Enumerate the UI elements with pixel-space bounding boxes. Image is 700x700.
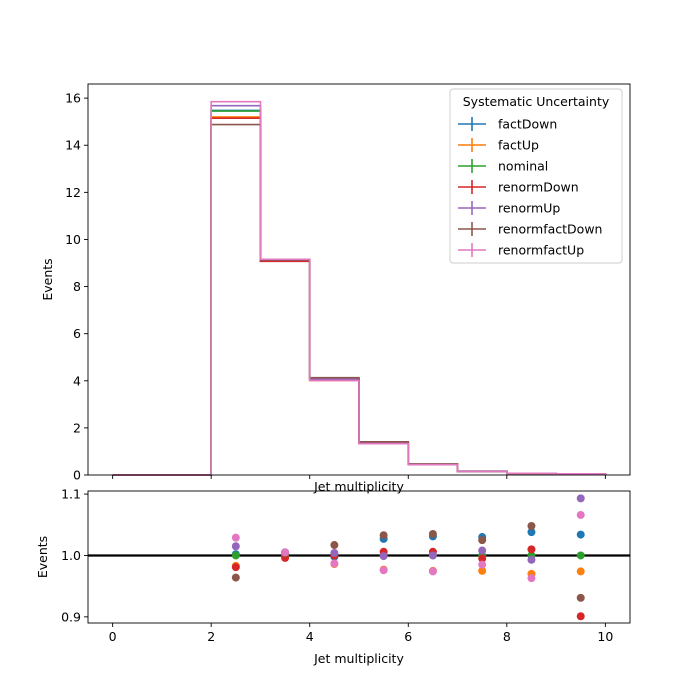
y-tick-label: 6	[73, 326, 81, 341]
y-tick-label: 0	[73, 468, 81, 483]
ratio-panel: 0.9 1.0 1.1 0 2 4 6 8 10 Jet multiplicity Events	[35, 487, 631, 666]
ratio-point-renormfactDown	[330, 541, 339, 550]
ratio-point-renormfactDown	[478, 536, 487, 545]
x-axis-label: Jet multiplicity	[313, 479, 404, 494]
ratio-point-renormDown	[576, 612, 585, 621]
ratio-y-tick-label: 0.9	[61, 609, 81, 624]
ratio-point-factDown	[527, 528, 536, 537]
ratio-point-factUp	[478, 566, 487, 575]
legend-item: renormUp	[458, 201, 560, 216]
ratio-x-tick-label: 4	[306, 629, 314, 644]
legend-box	[449, 88, 623, 264]
y-tick-label: 8	[73, 279, 81, 294]
legend-item: factDown	[458, 117, 557, 132]
y-tick-label: 2	[73, 420, 81, 435]
ratio-point-renormDown	[527, 545, 536, 554]
ratio-point-renormUp	[428, 551, 437, 560]
y-tick-label: 4	[73, 373, 81, 388]
ratio-point-renormUp	[379, 552, 388, 561]
legend-label: factDown	[498, 117, 557, 132]
legend-label: factUp	[498, 138, 539, 153]
ratio-point-factUp	[576, 567, 585, 576]
ratio-point-renormUp	[231, 542, 240, 551]
ratio-point-renormfactUp	[428, 567, 437, 576]
ratio-x-tick-label: 6	[404, 629, 412, 644]
legend-item: renormDown	[458, 180, 579, 195]
plot-frame	[87, 83, 631, 476]
legend-label: nominal	[498, 159, 548, 174]
ratio-point-renormfactDown	[527, 521, 536, 530]
ratio-point-renormfactUp	[478, 560, 487, 569]
legend-item: renormfactDown	[458, 222, 602, 237]
legend-item: nominal	[458, 159, 548, 174]
ratio-y-axis-label: Events	[35, 536, 50, 578]
y-tick-label: 12	[65, 185, 81, 200]
ratio-point-renormfactDown	[428, 529, 437, 538]
legend-label: renormUp	[498, 201, 560, 216]
ratio-x-tick-label: 0	[109, 629, 117, 644]
ratio-point-renormfactDown	[379, 531, 388, 540]
legend: Systematic Uncertainty factDown factUp nomi…	[449, 88, 623, 264]
series-line-renormfactUp	[112, 100, 607, 476]
legend-label: renormfactUp	[498, 243, 584, 258]
ratio-point-renormUp	[478, 546, 487, 555]
ratio-x-tick-label: 10	[597, 629, 613, 644]
ratio-point-renormUp	[576, 494, 585, 503]
legend-item: renormfactUp	[458, 243, 584, 258]
ratio-point-renormfactDown	[231, 573, 240, 582]
ratio-point-renormfactUp	[330, 559, 339, 568]
legend-label: renormfactDown	[498, 222, 602, 237]
ratio-frame	[87, 490, 631, 624]
ratio-point-factDown	[576, 530, 585, 539]
ratio-point-nominal	[231, 551, 240, 560]
ratio-point-renormDown	[231, 563, 240, 572]
ratio-point-renormUp	[527, 555, 536, 564]
ratio-x-axis-label: Jet multiplicity	[313, 651, 404, 666]
ratio-point-renormUp	[330, 549, 339, 558]
ratio-point-renormfactUp	[281, 548, 290, 557]
legend-label: renormDown	[498, 180, 579, 195]
ratio-point-renormDown	[478, 554, 487, 563]
ratio-point-renormfactUp	[379, 566, 388, 575]
legend-item: factUp	[458, 138, 539, 153]
legend-title: Systematic Uncertainty	[463, 94, 610, 109]
y-tick-label: 16	[65, 91, 81, 106]
ratio-point-renormfactDown	[576, 593, 585, 602]
ratio-x-tick-label: 2	[207, 629, 215, 644]
ratio-point-renormfactUp	[527, 574, 536, 583]
y-axis-label: Events	[40, 258, 55, 300]
ratio-point-renormfactUp	[231, 533, 240, 542]
y-tick-label: 14	[65, 138, 81, 153]
ratio-y-tick-label: 1.1	[61, 487, 81, 502]
ratio-x-tick-label: 8	[503, 629, 511, 644]
ratio-point-renormfactUp	[576, 510, 585, 519]
ratio-point-nominal	[576, 551, 585, 560]
ratio-y-tick-label: 1.0	[61, 548, 81, 563]
y-tick-label: 10	[65, 232, 81, 247]
top-panel: 0 2 4 6 8 10 12 14 16 Jet multiplicity Events Syste…	[40, 83, 631, 494]
